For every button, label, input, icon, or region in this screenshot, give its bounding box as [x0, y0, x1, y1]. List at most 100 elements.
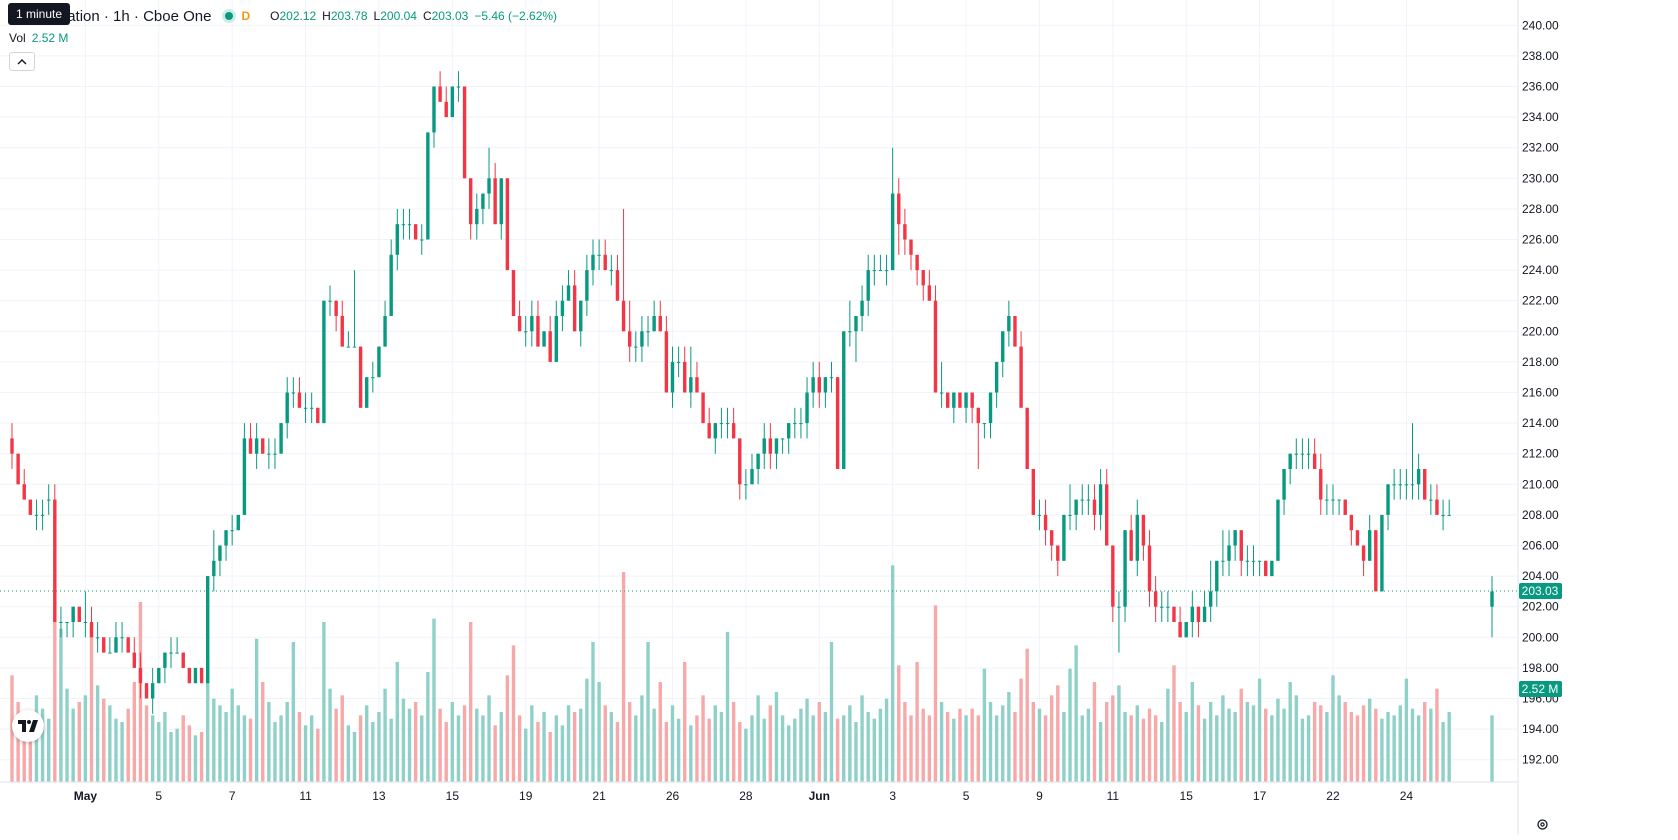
volume-bar [285, 702, 289, 782]
candle-body [511, 270, 516, 316]
y-tick-label: 204.00 [1522, 569, 1559, 583]
volume-bar [83, 695, 88, 782]
candle-body [566, 285, 571, 301]
candle-body [16, 453, 20, 485]
candle-body [1062, 514, 1066, 561]
volume-bar [242, 715, 247, 782]
candle-body [157, 667, 161, 684]
volume-bar [358, 715, 363, 782]
candle-body [254, 438, 259, 454]
volume-bar [1135, 705, 1139, 782]
candle-body [212, 560, 216, 577]
y-tick-label: 236.00 [1522, 80, 1559, 94]
volume-bar [1435, 688, 1439, 782]
volume-tag-bg [1519, 681, 1562, 697]
candle-body [1361, 545, 1366, 561]
y-tick-label: 198.00 [1522, 661, 1559, 675]
volume-bar [322, 622, 326, 782]
volume-bar [187, 725, 192, 782]
close-label: C [422, 9, 432, 23]
volume-bar [1227, 708, 1231, 782]
volume-bar [952, 718, 956, 782]
volume-bar [1056, 685, 1060, 782]
candle-body [59, 622, 63, 623]
volume-bar [413, 702, 418, 782]
candle-body [40, 514, 45, 516]
volume-bar [309, 715, 314, 782]
candle-body [1111, 545, 1115, 607]
candle-body [1166, 606, 1170, 608]
gear-icon[interactable] [1536, 818, 1549, 834]
candle-body [627, 331, 632, 347]
candle-body [1435, 499, 1439, 515]
candle-body [646, 331, 650, 333]
volume-bar [77, 702, 81, 782]
volume-bar [646, 642, 650, 782]
volume-bar [1374, 708, 1378, 782]
candle-body [291, 392, 296, 394]
candle-body [1416, 469, 1421, 485]
candle-body [181, 652, 185, 668]
candle-body [1319, 469, 1323, 500]
volume-bar [921, 708, 925, 782]
y-tick-label: 218.00 [1522, 355, 1559, 369]
candle-body [1215, 560, 1219, 592]
candle-body [805, 392, 809, 424]
collapse-legend-button[interactable] [9, 52, 35, 71]
volume-bar [1208, 702, 1213, 782]
candle-body [365, 377, 369, 408]
volume-bar [676, 718, 681, 782]
volume-tag: 2.52 M [1522, 682, 1559, 696]
volume-bar [1080, 715, 1084, 782]
candle-body [340, 316, 344, 347]
volume-bar [738, 722, 742, 782]
candle-body [1398, 484, 1402, 486]
volume-bar [1202, 718, 1207, 782]
volume-bar [95, 685, 100, 782]
candle-body [921, 270, 925, 286]
volume-bar [71, 708, 75, 782]
volume-bar [1331, 675, 1335, 782]
volume-bar [279, 715, 283, 782]
x-tick-label: 22 [1326, 789, 1340, 803]
volume-bar [976, 715, 980, 782]
volume-bar [267, 702, 271, 782]
candle-body [395, 224, 399, 255]
volume-label[interactable]: Vol [9, 31, 26, 45]
y-tick-label: 214.00 [1522, 416, 1559, 430]
candle-body [206, 576, 210, 684]
chevron-up-icon [17, 58, 27, 64]
volume-bar [1123, 712, 1127, 782]
volume-bar [456, 715, 461, 782]
candle-body [377, 346, 381, 378]
candle-body [1270, 560, 1274, 577]
volume-bar [1098, 722, 1103, 782]
volume-bar [1367, 698, 1372, 782]
candle-body [487, 178, 491, 194]
x-tick-label: 15 [446, 789, 460, 803]
volume-bar [988, 702, 993, 782]
candle-body [322, 300, 326, 424]
candle-body [1251, 560, 1256, 562]
candle-body [615, 270, 620, 301]
candle-body [707, 423, 711, 439]
volume-bar [199, 732, 204, 782]
volume-bar [872, 718, 877, 782]
candle-body [1105, 484, 1109, 546]
x-tick-label: Jun [809, 789, 830, 803]
volume-bar [1215, 715, 1219, 782]
y-tick-label: 216.00 [1522, 386, 1559, 400]
candle-body [309, 407, 314, 409]
y-tick-label: 240.00 [1522, 18, 1559, 32]
volume-bar [1361, 705, 1366, 782]
volume-bar [1105, 702, 1109, 782]
candle-body [1221, 560, 1225, 562]
candle-body [994, 361, 999, 393]
volume-bar [120, 722, 124, 782]
tradingview-logo-icon[interactable] [12, 710, 44, 742]
candle-body [383, 316, 387, 347]
volume-bar [1086, 708, 1091, 782]
volume-bar [401, 698, 406, 782]
